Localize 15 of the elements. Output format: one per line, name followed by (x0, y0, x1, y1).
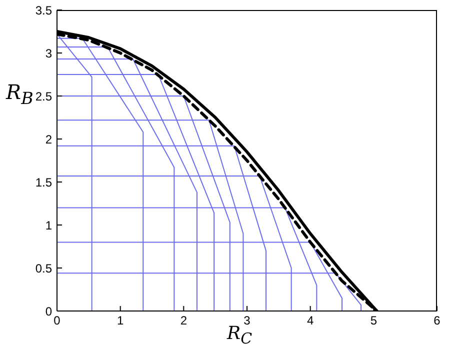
y-axis-title: R$_{B}$ (6, 80, 34, 108)
y-tick-label: 0 (45, 304, 52, 318)
x-tick-label: 4 (306, 314, 314, 328)
x-tick-label: 1 (116, 314, 124, 328)
y-tick-label: 3.5 (35, 3, 52, 18)
y-tick-label: 2.5 (35, 89, 52, 104)
y-tick-label: 1.5 (35, 175, 52, 190)
x-tick-label: 5 (370, 314, 378, 328)
y-tick-label: 2 (45, 132, 52, 146)
y-tick-label: 0.5 (35, 261, 52, 276)
y-tick-label: 3 (45, 46, 52, 60)
x-tick-label: 6 (434, 314, 441, 328)
y-tick-label: 1 (45, 218, 52, 232)
x-tick-label: 3 (244, 314, 251, 328)
x-tick-label: 2 (180, 314, 188, 328)
